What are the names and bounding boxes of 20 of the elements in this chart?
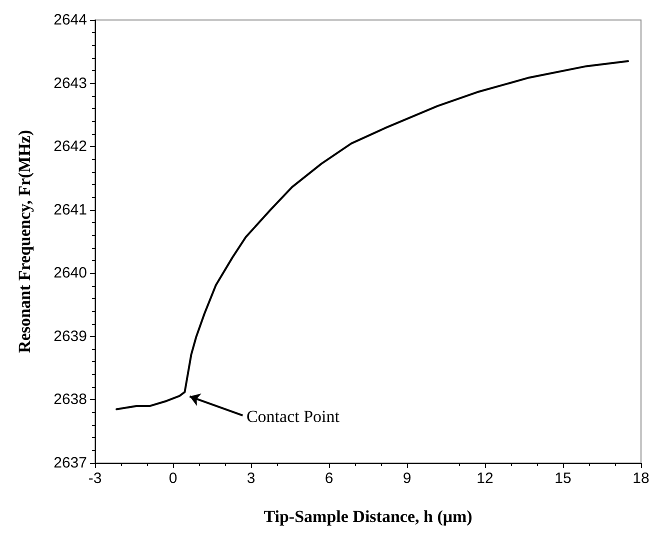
x-tick-label: 6 xyxy=(324,470,334,487)
annotation: Contact Point xyxy=(246,407,340,426)
x-tick-label: 18 xyxy=(632,470,650,487)
y-tick-label: 2643 xyxy=(54,74,87,92)
x-tick-label: 3 xyxy=(246,470,256,487)
y-tick-label: 2638 xyxy=(54,391,87,408)
y-tick-label: 2639 xyxy=(54,328,87,345)
y-tick-label: 2644 xyxy=(54,12,87,28)
x-tick-label: -3 xyxy=(88,470,102,487)
x-tick-label: 12 xyxy=(476,470,494,487)
x-tick-label: 9 xyxy=(402,470,412,487)
x-axis-title: Tip-Sample Distance, h (μm) xyxy=(264,507,472,526)
y-axis-title: Resonant Frequency, Fr(MHz) xyxy=(15,130,34,354)
x-tick-label: 15 xyxy=(554,470,572,487)
x-tick-label: 0 xyxy=(168,470,178,487)
y-tick-label: 2640 xyxy=(54,264,87,282)
y-tick-label: 2641 xyxy=(54,201,87,218)
y-tick-label: 2642 xyxy=(54,138,87,156)
line-series xyxy=(116,60,629,410)
y-tick-label: 2637 xyxy=(54,454,87,472)
